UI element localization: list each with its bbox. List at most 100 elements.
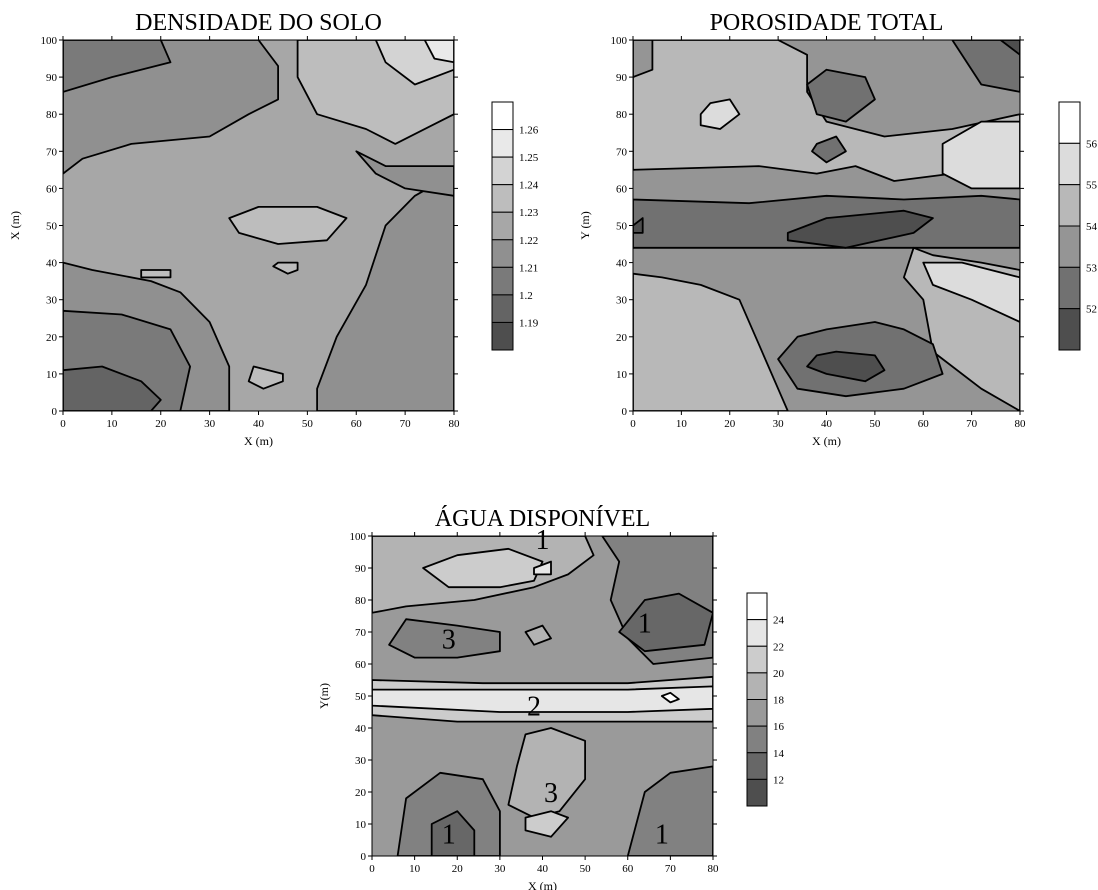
contour-region (524, 810, 569, 838)
y-tick-label: 60 (355, 659, 367, 671)
legend-label: 1.23 (519, 207, 539, 219)
legend-swatch (746, 725, 768, 754)
y-tick-label: 90 (46, 72, 58, 84)
y-tick-label: 70 (46, 146, 58, 158)
y-tick-label: 40 (46, 258, 58, 270)
y-tick-label: 20 (46, 332, 58, 344)
legend-label: 1.26 (519, 125, 539, 137)
legend-label: 24 (773, 615, 785, 627)
y-tick-label: 80 (46, 109, 58, 121)
legend-swatch (746, 645, 768, 674)
y-tick-label: 100 (41, 35, 58, 47)
contour-region (618, 592, 713, 653)
contour-region (272, 261, 299, 275)
y-tick-label: 10 (616, 369, 628, 381)
contour-region (423, 40, 454, 64)
x-tick-label: 80 (1015, 418, 1027, 430)
legend-swatch (491, 266, 514, 296)
legend-swatch (491, 156, 514, 186)
contour-region (786, 209, 934, 249)
legend-label: 1.22 (519, 235, 538, 247)
contour-regions (633, 40, 1020, 411)
zone-label: 1 (536, 525, 550, 556)
y-tick-label: 70 (616, 146, 628, 158)
x-tick-label: 0 (60, 418, 66, 430)
zone-label: 3 (442, 624, 456, 655)
y-tick-label: 70 (355, 627, 367, 639)
legend-label: 1.19 (519, 317, 539, 329)
x-tick-label: 50 (580, 863, 592, 875)
y-axis-label: Y (m) (578, 211, 592, 240)
contour-region (533, 560, 552, 576)
y-axis-label: Y(m) (317, 683, 331, 709)
y-tick-label: 10 (46, 369, 58, 381)
contour-region (247, 365, 284, 390)
legend-swatch (1058, 266, 1081, 310)
x-tick-label: 0 (369, 863, 375, 875)
y-tick-label: 50 (355, 691, 367, 703)
x-tick-label: 30 (204, 418, 216, 430)
y-tick-label: 80 (616, 109, 628, 121)
chart-title: ÁGUA DISPONÍVEL (435, 506, 650, 532)
contour-region (430, 810, 476, 856)
y-tick-label: 100 (611, 35, 628, 47)
y-tick-label: 40 (616, 258, 628, 270)
contour-region (633, 272, 789, 411)
x-tick-label: 50 (302, 418, 314, 430)
y-tick-label: 60 (46, 183, 58, 195)
x-tick-label: 70 (665, 863, 677, 875)
y-axis-label: X (m) (8, 211, 22, 240)
contour-region (140, 269, 172, 279)
y-tick-label: 0 (361, 851, 367, 863)
contour-region (922, 261, 1020, 323)
y-tick-label: 30 (616, 295, 628, 307)
x-tick-label: 0 (630, 418, 636, 430)
zone-label: 2 (527, 692, 541, 723)
legend-label: 53 (1086, 262, 1098, 274)
legend: 1.19 1.2 1.21 1.22 1.23 1.24 1.25 1.26 (491, 101, 539, 351)
y-tick-label: 50 (46, 221, 58, 233)
y-tick-label: 100 (350, 531, 367, 543)
x-tick-label: 60 (351, 418, 363, 430)
x-tick-label: 20 (452, 863, 464, 875)
contour-region (388, 618, 501, 659)
contour-region (999, 40, 1020, 56)
legend: 12 14 16 18 20 22 24 (746, 592, 785, 807)
x-tick-label: 10 (676, 418, 688, 430)
x-tick-label: 80 (708, 863, 720, 875)
legend-swatch (1058, 225, 1081, 268)
legend-label: 12 (773, 774, 784, 786)
legend-swatch (491, 101, 514, 131)
y-tick-label: 30 (46, 295, 58, 307)
y-tick-label: 90 (616, 72, 628, 84)
legend-label: 22 (773, 641, 784, 653)
y-tick-label: 10 (355, 819, 367, 831)
legend-swatch (1058, 142, 1081, 186)
legend-swatch (1058, 101, 1081, 144)
x-axis-label: X (m) (812, 434, 841, 448)
contour-region (524, 624, 552, 646)
x-tick-label: 40 (821, 418, 833, 430)
legend-swatch (491, 211, 514, 241)
y-tick-label: 30 (355, 755, 367, 767)
chart-title: DENSIDADE DO SOLO (135, 10, 382, 36)
x-tick-label: 50 (869, 418, 881, 430)
zone-label: 3 (544, 778, 558, 809)
legend-swatch (1058, 184, 1081, 227)
chart-1: DENSIDADE DO SOLO 0 10 20 30 40 50 60 70 80 0 10 20 3… (8, 10, 539, 448)
contour-region (633, 40, 1020, 182)
zone-label: 1 (638, 608, 652, 639)
contour-region (626, 765, 713, 856)
legend-label: 1.25 (519, 152, 539, 164)
contour-region (951, 40, 1020, 93)
legend-label: 54 (1086, 221, 1098, 233)
legend-swatch (746, 672, 768, 700)
x-tick-label: 70 (966, 418, 978, 430)
legend-label: 1.2 (519, 290, 533, 302)
x-axis-label: X (m) (244, 434, 273, 448)
legend-swatch (491, 129, 514, 158)
contour-region (316, 172, 454, 411)
x-tick-label: 30 (494, 863, 506, 875)
x-tick-label: 60 (622, 863, 634, 875)
